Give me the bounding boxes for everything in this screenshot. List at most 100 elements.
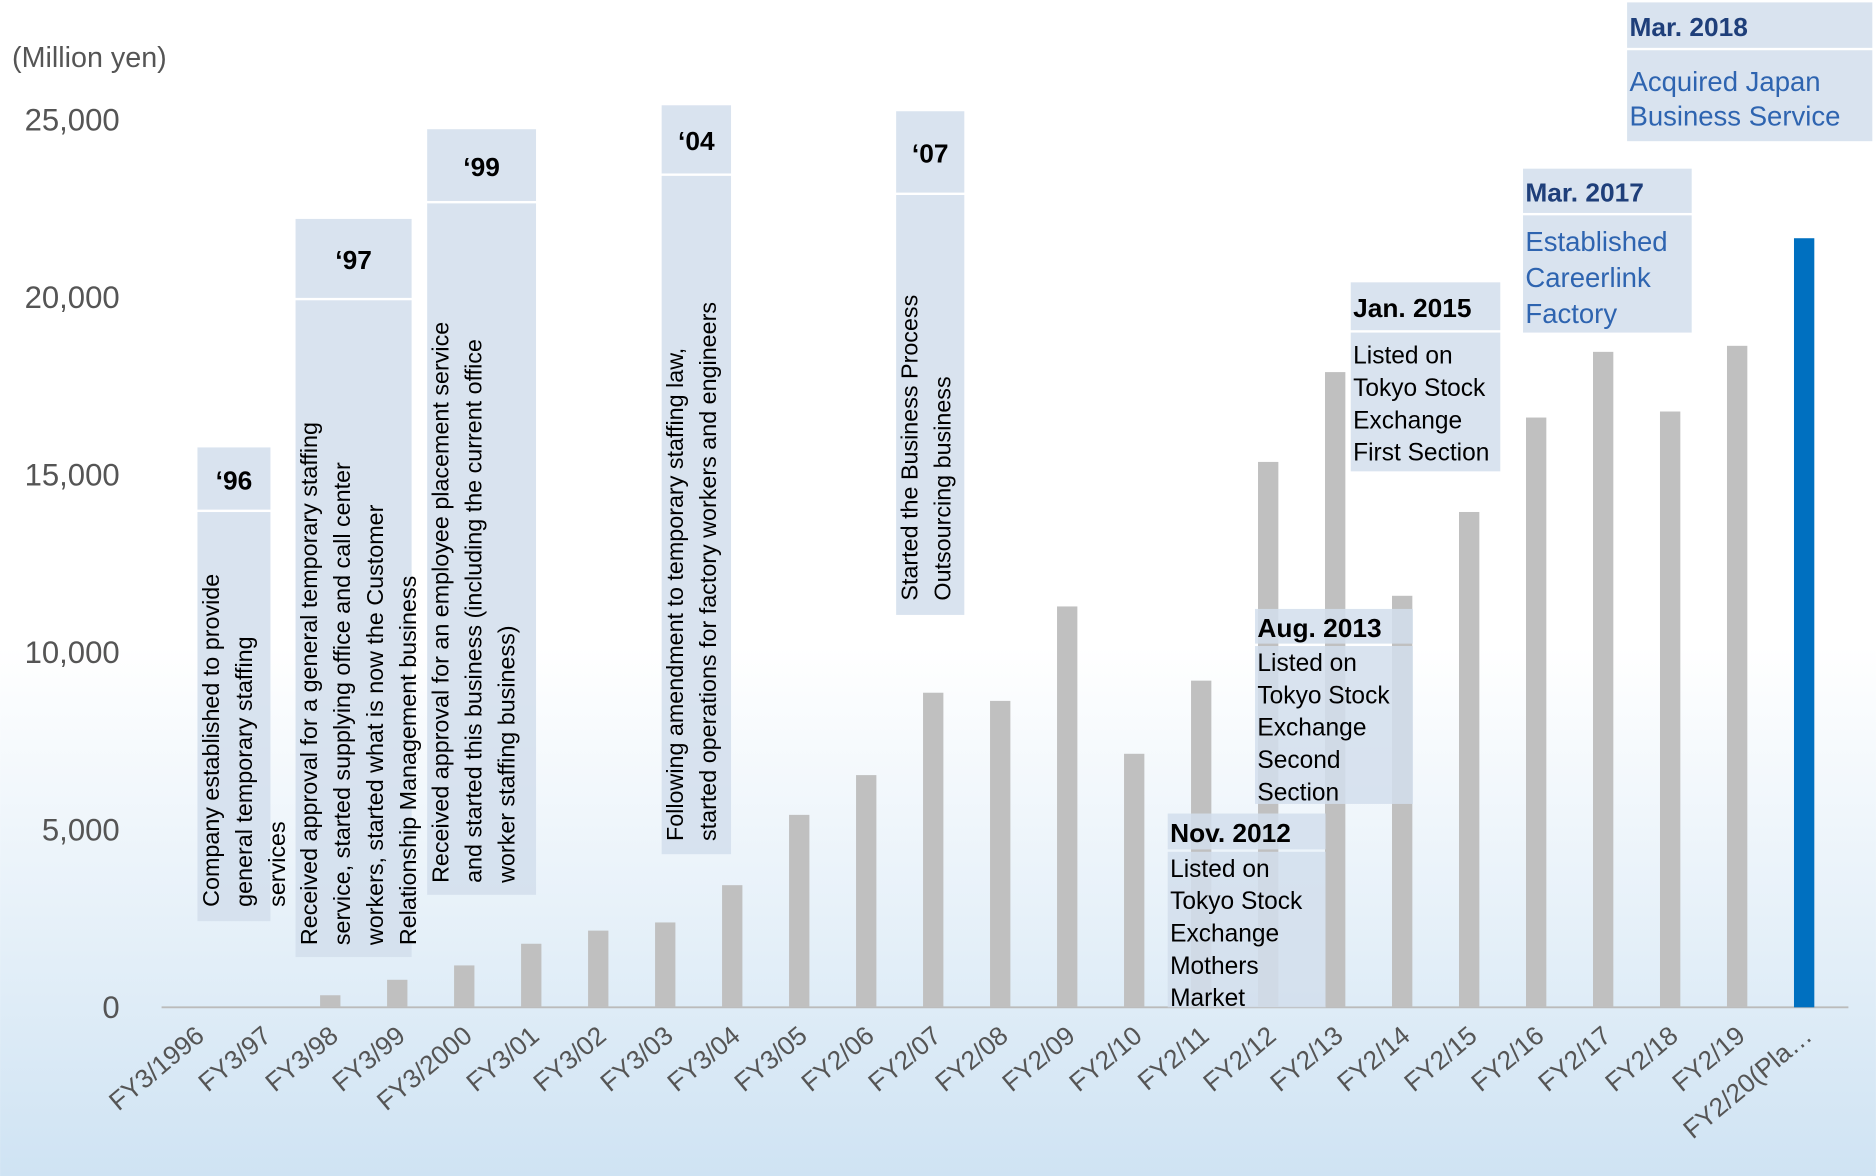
annotation-text: Exchange — [1170, 921, 1279, 948]
bar — [521, 943, 542, 1008]
annotation-text: Listed on — [1170, 856, 1270, 883]
annotation-text: Mothers — [1170, 953, 1259, 980]
annotation: ‘99 Received approval for an employee pla… — [427, 129, 537, 895]
annotation-text: Second — [1257, 747, 1340, 774]
bar — [655, 922, 676, 1008]
annotation-body-box — [1627, 50, 1873, 142]
bar — [1726, 345, 1748, 1008]
bar — [454, 965, 475, 1008]
bar — [1459, 511, 1480, 1008]
bar — [1526, 417, 1547, 1008]
bar — [923, 692, 944, 1008]
annotation-body-box — [295, 300, 412, 958]
annotation-label: Jan. 2015 — [1353, 293, 1471, 323]
annotation-body-box — [197, 512, 271, 922]
annotation: ‘96 Company established to provide general… — [197, 447, 290, 922]
annotation-text: Careerlink — [1525, 262, 1651, 293]
annotation: Aug. 2013 Listed on Tokyo Stock Exchange Sec… — [1255, 608, 1413, 806]
annotation-body-box — [896, 195, 965, 615]
annotation-label: ‘96 — [216, 465, 253, 495]
y-tick-label: 10,000 — [25, 635, 120, 670]
annotation-header-box — [295, 218, 412, 298]
annotation-label: Mar. 2018 — [1629, 12, 1747, 42]
annotation-text: Section — [1257, 779, 1339, 806]
annotation-header-box — [1255, 608, 1413, 644]
annotation-text: Established — [1525, 226, 1667, 257]
annotation-text: Listed on — [1353, 343, 1453, 370]
annotation-text: Received approval for a general temporar… — [296, 422, 322, 945]
annotation-text: Exchange — [1257, 715, 1366, 742]
y-tick-label: 15,000 — [25, 457, 120, 492]
annotation-text: worker staffing business) — [493, 625, 519, 883]
y-tick-label: 20,000 — [25, 280, 120, 315]
annotation-text: Acquired Japan — [1629, 66, 1820, 97]
annotation-text: services — [264, 821, 290, 907]
annotation-header-box — [1627, 2, 1873, 48]
annotation: Jan. 2015 Listed on Tokyo Stock Exchange Fir… — [1350, 282, 1501, 472]
bar — [1124, 753, 1145, 1008]
annotation-text: started operations for factory workers a… — [695, 302, 721, 841]
bar — [1592, 351, 1614, 1008]
annotation-label: ‘97 — [335, 245, 372, 275]
annotation-label: ‘04 — [678, 126, 715, 156]
bar — [387, 979, 408, 1008]
annotation-text: Exchange — [1353, 407, 1462, 434]
annotation-text: Outsourcing business — [930, 376, 956, 600]
annotation-body-box — [1350, 332, 1501, 472]
annotation-header-box — [427, 129, 537, 201]
annotation-header-box — [661, 105, 732, 174]
bar — [588, 930, 609, 1008]
annotation-text: First Section — [1353, 440, 1489, 467]
annotation-body-box — [427, 203, 537, 895]
bar — [789, 814, 810, 1008]
annotation-label: Aug. 2013 — [1257, 613, 1381, 643]
annotation-text: Company established to provide — [198, 574, 224, 907]
bar — [1793, 238, 1815, 1008]
annotation: ‘97 Received approval for a general tempo… — [295, 218, 421, 958]
bar — [856, 775, 877, 1008]
bar — [722, 885, 743, 1008]
annotation-text: Tokyo Stock — [1257, 682, 1390, 709]
annotation-body-box — [661, 175, 732, 855]
annotation-text: Business Service — [1629, 101, 1840, 132]
annotation-text: Listed on — [1257, 650, 1357, 677]
annotation: ‘07 Started the Business Process Outsourci… — [896, 111, 965, 615]
annotation-text: Received approval for an employee placem… — [428, 322, 454, 883]
annotation-text: Tokyo Stock — [1170, 888, 1303, 915]
annotation-text: workers, started what is now the Custome… — [362, 504, 388, 946]
annotation-text: Factory — [1525, 298, 1617, 329]
annotation-label: Mar. 2017 — [1525, 178, 1643, 208]
annotation-text: and started this business (including the… — [461, 339, 487, 883]
annotation-label: ‘99 — [463, 152, 500, 182]
bar — [1659, 411, 1681, 1008]
bar — [1057, 606, 1078, 1008]
bar — [990, 700, 1011, 1008]
annotation-text: service, started supplying office and ca… — [329, 462, 355, 945]
annotation-label: ‘07 — [912, 139, 949, 169]
annotation-body-box — [1255, 646, 1413, 804]
annotation-text: Started the Business Process — [897, 295, 923, 601]
bar — [320, 995, 341, 1008]
annotation-text: Relationship Management business — [395, 576, 421, 945]
annotation-header-box — [1350, 282, 1501, 331]
annotation: ‘04 Following amendment to temporary staf… — [661, 105, 732, 855]
y-tick-label: 0 — [102, 990, 119, 1025]
annotation-header-box — [1523, 168, 1692, 213]
annotation-text: Market — [1170, 985, 1245, 1012]
annotation-text: general temporary staffing — [231, 636, 257, 906]
annotation-label: Nov. 2012 — [1170, 818, 1291, 848]
annotation-header-box — [197, 447, 271, 510]
unit-label: (Million yen) — [12, 42, 167, 74]
annotation: Mar. 2017 Established Careerlink Factory — [1523, 168, 1692, 333]
annotation-header-box — [896, 111, 965, 193]
annotation-body-box — [1167, 851, 1326, 1008]
annotation-header-box — [1167, 813, 1326, 850]
y-tick-label: 5,000 — [42, 813, 120, 848]
annotation-text: Following amendment to temporary staffin… — [662, 348, 688, 841]
annotation: Mar. 2018 Acquired Japan Business Service — [1627, 2, 1873, 142]
annotation: Nov. 2012 Listed on Tokyo Stock Exchange Mot… — [1167, 813, 1326, 1012]
annotation-body-box — [1523, 215, 1692, 333]
annotation-text: Tokyo Stock — [1353, 375, 1486, 402]
y-tick-label: 25,000 — [25, 102, 120, 137]
